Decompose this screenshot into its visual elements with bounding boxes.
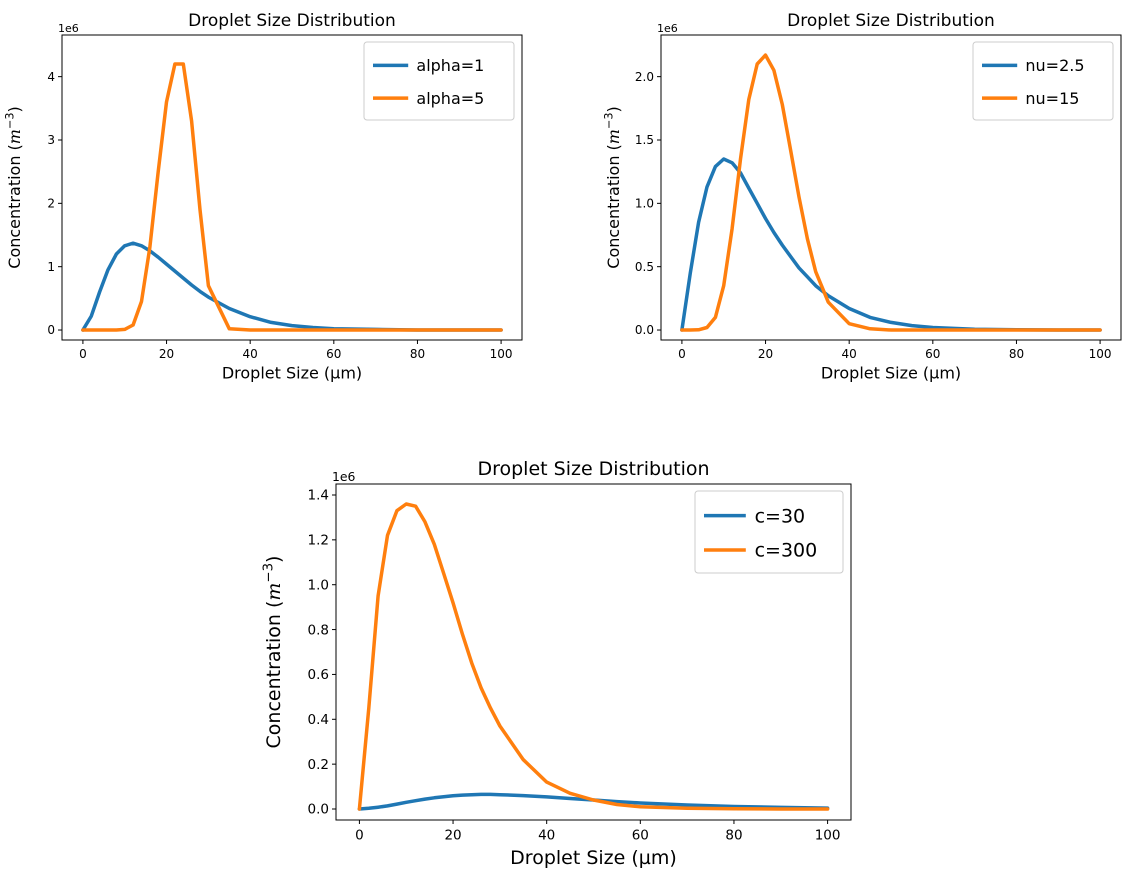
- y-tick-label: 0.2: [308, 757, 329, 773]
- x-tick-label: 20: [444, 828, 461, 844]
- x-tick-label: 80: [410, 347, 425, 361]
- y-axis-label-exponent: −3: [4, 113, 17, 130]
- x-tick-label: 100: [815, 828, 841, 844]
- y-tick-label: 0.0: [635, 323, 654, 337]
- x-axis-label: Droplet Size (µm): [510, 847, 677, 869]
- series-line-1: [680, 157, 1102, 332]
- plot-frame: [660, 34, 1122, 341]
- x-axis-label: Droplet Size (µm): [821, 363, 961, 382]
- y-tick-label: 0.4: [308, 712, 329, 728]
- y-axis-label: Concentration (m−3): [4, 106, 24, 268]
- x-tick-label: 40: [538, 828, 555, 844]
- offset-label: 1e6: [332, 469, 356, 484]
- chart-title: Droplet Size Distribution: [787, 11, 995, 31]
- legend: nu=2.5 nu=15: [972, 41, 1114, 121]
- x-axis-label: Droplet Size (µm): [222, 363, 362, 382]
- y-tick-label: 0: [47, 323, 55, 337]
- chart-2: 0 20 40 60 80 100 0.0 0.5 1.0 1.5 2.0 1e6 Droplet Si…: [603, 11, 1122, 382]
- offset-label: 1e6: [58, 22, 79, 35]
- y-axis-label-unit: m: [604, 129, 623, 144]
- plot-frame: [335, 483, 852, 821]
- y-tick-label: 1.4: [308, 488, 329, 504]
- x-tick-label: 60: [632, 828, 649, 844]
- x-tick-label: 20: [758, 347, 773, 361]
- y-tick-label: 4: [47, 70, 55, 84]
- y-axis-label: Concentration (m−3): [603, 106, 623, 268]
- y-tick-label: 3: [47, 133, 55, 147]
- y-axis-label-text: Concentration (: [604, 144, 623, 269]
- plot-frame: [61, 34, 523, 341]
- y-tick-label: 2.0: [635, 70, 654, 84]
- y-tick-label: 2: [47, 197, 55, 211]
- x-tick-label: 40: [842, 347, 857, 361]
- chart-title: Droplet Size Distribution: [188, 11, 396, 31]
- y-axis-label-exponent: −3: [261, 563, 276, 583]
- y-axis-label-close: ): [604, 106, 623, 112]
- chart-1: 0 20 40 60 80 100 0 1 2 3 4 1e6 Droplet Size Distrib…: [4, 11, 523, 382]
- legend: c=30 c=300: [694, 490, 844, 574]
- x-tick-label: 100: [1089, 347, 1112, 361]
- legend-label-2: nu=15: [1025, 89, 1079, 108]
- y-tick-label: 1.2: [308, 533, 329, 549]
- y-tick-label: 0.5: [635, 260, 654, 274]
- x-tick-label: 40: [243, 347, 258, 361]
- legend-label-2: c=300: [755, 540, 818, 562]
- y-axis-label-exponent: −3: [603, 113, 616, 130]
- y-axis-label-close: ): [263, 556, 285, 563]
- legend-label-2: alpha=5: [416, 89, 484, 108]
- x-tick-label: 100: [490, 347, 513, 361]
- series-line-2: [81, 62, 503, 332]
- legend-label-1: nu=2.5: [1025, 56, 1084, 75]
- y-axis-label-text: Concentration (: [263, 601, 285, 749]
- y-axis-label: Concentration (m−3): [261, 556, 285, 749]
- offset-label: 1e6: [657, 22, 678, 35]
- y-tick-label: 1.0: [635, 197, 654, 211]
- legend-box: [363, 41, 515, 121]
- y-axis-label-text: Concentration (: [5, 144, 24, 269]
- y-axis-label-unit: m: [5, 129, 24, 144]
- x-tick-label: 80: [725, 828, 742, 844]
- y-tick-label: 1: [47, 260, 55, 274]
- y-axis-label-unit: m: [263, 583, 285, 601]
- x-tick-label: 80: [1009, 347, 1024, 361]
- chart-title: Droplet Size Distribution: [477, 458, 709, 480]
- y-tick-label: 0.0: [308, 802, 329, 818]
- x-tick-label: 0: [678, 347, 686, 361]
- y-axis-label-close: ): [5, 106, 24, 112]
- legend-box: [972, 41, 1114, 121]
- x-tick-label: 60: [925, 347, 940, 361]
- y-tick-label: 1.5: [635, 133, 654, 147]
- y-tick-label: 0.6: [308, 667, 329, 683]
- legend-label-1: alpha=1: [416, 56, 484, 75]
- series-line-1: [357, 792, 830, 811]
- y-tick-label: 1.0: [308, 577, 329, 593]
- x-tick-label: 20: [159, 347, 174, 361]
- series-line-2: [680, 53, 1102, 332]
- legend: alpha=1 alpha=5: [363, 41, 515, 121]
- y-tick-label: 0.8: [308, 622, 329, 638]
- x-tick-label: 0: [355, 828, 364, 844]
- series-line-2: [357, 502, 830, 811]
- x-tick-label: 60: [326, 347, 341, 361]
- series-line-1: [81, 241, 503, 332]
- legend-box: [694, 490, 844, 574]
- x-tick-label: 0: [79, 347, 87, 361]
- legend-label-1: c=30: [755, 505, 806, 527]
